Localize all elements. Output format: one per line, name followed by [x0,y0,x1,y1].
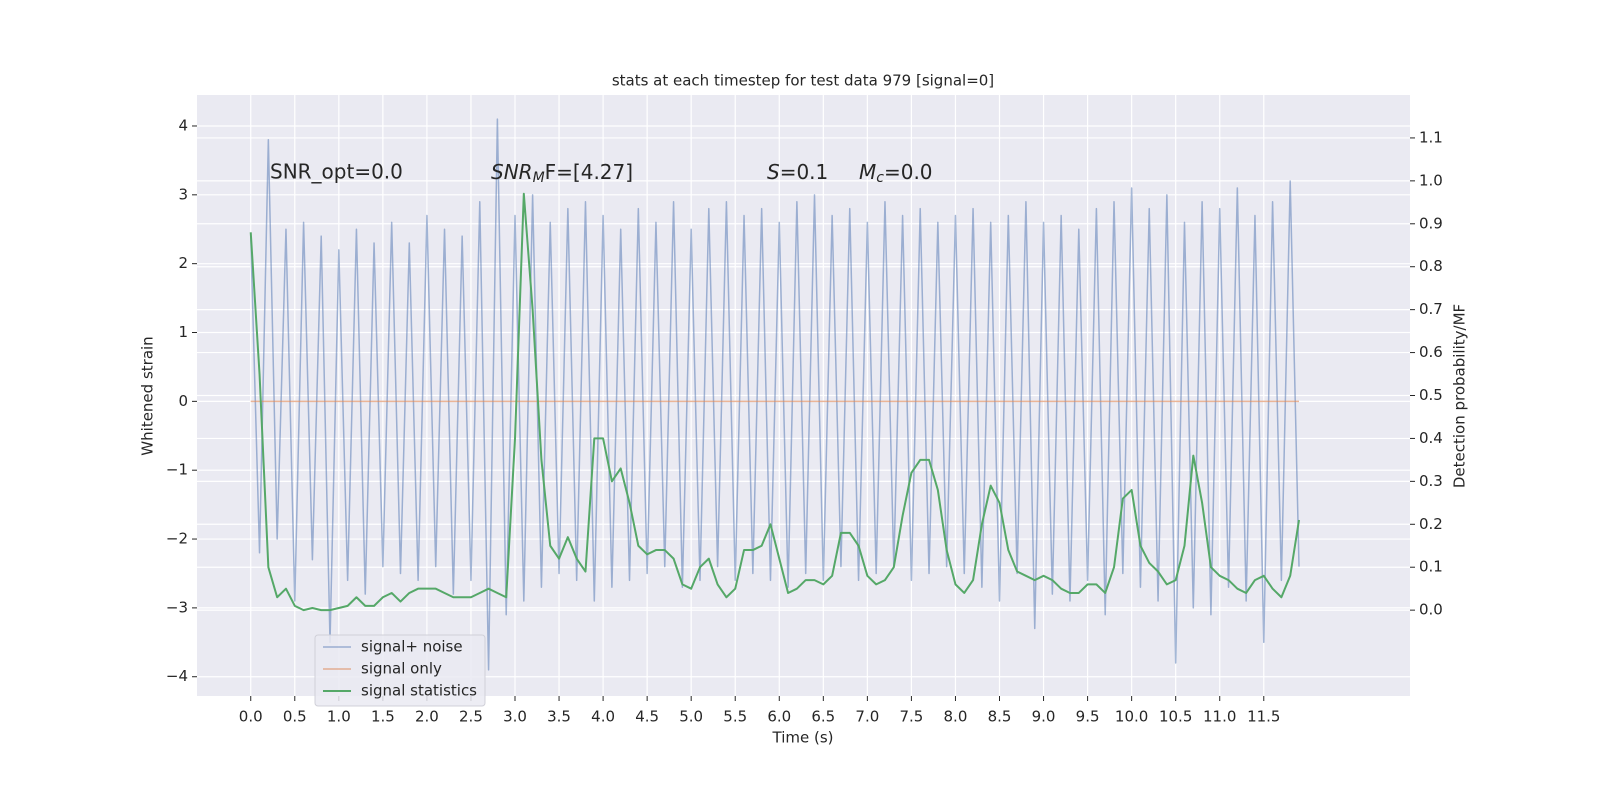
x-tick-label: 6.0 [767,708,791,726]
legend-label: signal only [361,660,442,678]
y-tick-label: 4 [178,116,188,134]
y2-tick-label: 0.1 [1419,558,1443,576]
legend-box [314,634,486,707]
annotation-base: S [767,160,780,184]
y-tick-label: 3 [178,185,188,203]
x-axis-label: Time (s) [772,729,834,747]
chart-title: stats at each timestep for test data 979… [612,72,994,90]
y2-tick-label: 1.0 [1419,171,1443,189]
x-tick-label: 3.0 [503,708,527,726]
y2-tick-label: 0.0 [1419,601,1443,619]
x-tick-label: 0.5 [283,708,307,726]
x-tick-label: 9.5 [1076,708,1100,726]
x-tick-label: 2.5 [459,708,483,726]
x-tick-label: 2.0 [415,708,439,726]
annotation-base: M [859,160,876,184]
annotation-base: SNR [491,160,533,184]
annotation: SNRMF=[4.27] [491,160,633,187]
x-tick-label: 8.5 [988,708,1012,726]
x-tick-label: 6.5 [811,708,835,726]
x-tick-label: 7.5 [899,708,923,726]
lines [249,118,1300,671]
y2-tick-label: 0.6 [1419,343,1443,361]
x-tick-label: 5.0 [679,708,703,726]
x-tick-label: 4.0 [591,708,615,726]
x-tick-label: 11.5 [1247,708,1280,726]
x-tick-label: 4.5 [635,708,659,726]
y2-tick-label: 0.7 [1419,300,1443,318]
x-tick-label: 10.0 [1115,708,1148,726]
y2-tick-label: 0.4 [1419,429,1443,447]
y2-tick-label: 0.3 [1419,472,1443,490]
y2-tick-label: 0.5 [1419,386,1443,404]
legend: signal+ noise signal only signal statistic… [314,634,486,707]
annotation: S=0.1 [767,160,828,184]
annotation-sub: c [876,170,884,186]
y2-tick-label: 0.2 [1419,515,1443,533]
y-tick-label: 0 [178,392,188,410]
annotation-sub: M [533,170,545,186]
y-tick-label: −1 [166,461,188,479]
x-tick-label: 10.5 [1159,708,1192,726]
annotation-rest: =0.1 [780,160,829,184]
y2-tick-label: 0.9 [1419,214,1443,232]
annotation-rest: F=[4.27] [545,160,633,184]
y-tick-label: −3 [166,598,188,616]
x-tick-label: 1.5 [371,708,395,726]
y-tick-label: 1 [178,323,188,341]
legend-label: signal+ noise [361,638,463,656]
x-tick-label: 3.5 [547,708,571,726]
annotation: Mc=0.0 [859,160,933,187]
y2-tick-label: 1.1 [1419,128,1443,146]
x-tick-label: 7.0 [855,708,879,726]
y2-axis-label: Detection probability/MF [1451,304,1469,488]
legend-label: signal statistics [361,682,477,700]
y-axis-label: Whitened strain [139,336,157,455]
x-tick-label: 8.0 [944,708,968,726]
y-tick-label: 2 [178,254,188,272]
x-tick-label: 11.0 [1203,708,1236,726]
annotation-rest: =0.0 [884,160,933,184]
y2-tick-label: 0.8 [1419,257,1443,275]
y-tick-label: −2 [166,530,188,548]
annotation: SNR_opt=0.0 [270,160,403,184]
x-tick-label: 9.0 [1032,708,1056,726]
x-tick-label: 5.5 [723,708,747,726]
series-line [249,192,1300,612]
annotations: SNR_opt=0.0 SNRMF=[4.27] S=0.1 Mc=0.0 [270,160,933,187]
x-tick-label: 0.0 [239,708,263,726]
x-tick-label: 1.0 [327,708,351,726]
y-tick-label: −4 [166,667,188,685]
